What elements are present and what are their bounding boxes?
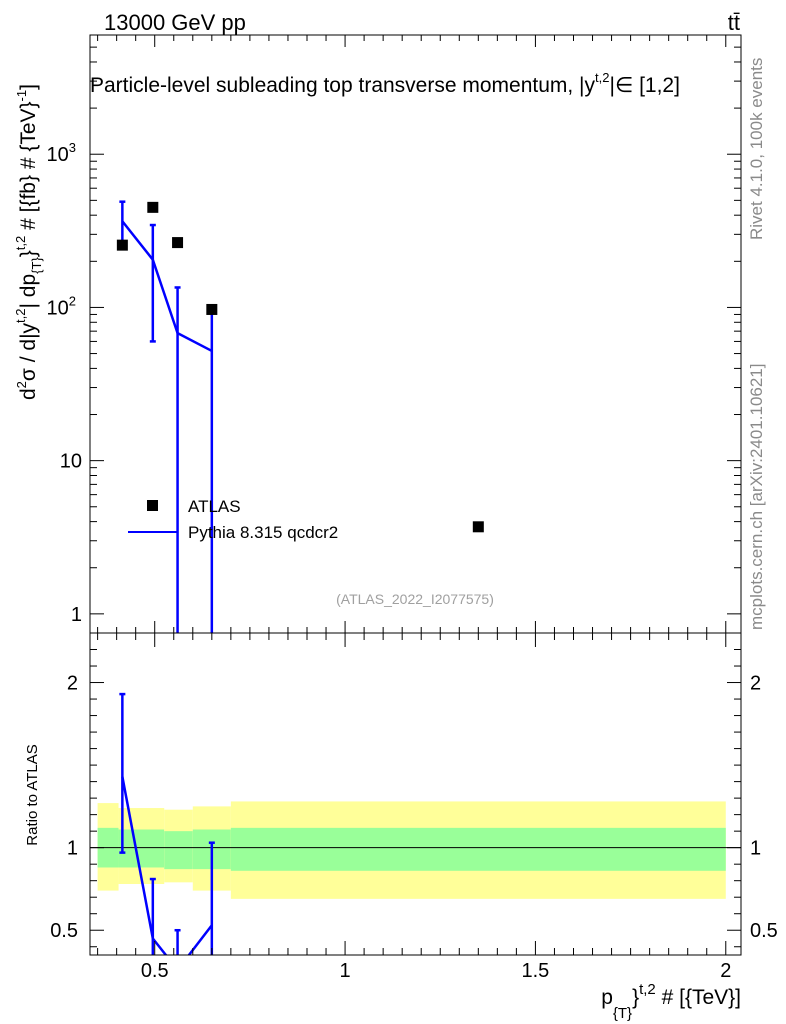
ylabel-j: -1	[14, 90, 29, 102]
legend-atlas-label: ATLAS	[188, 497, 241, 516]
ylabel-e: | dp	[17, 274, 40, 309]
ratio-stat-uncertainty-band	[230, 827, 726, 871]
xlabel-e: # [{TeV}]	[656, 986, 741, 1009]
ratio-x-tick-label: 1	[340, 960, 351, 982]
ratio-bands	[97, 801, 726, 899]
ratio-y-tick-label-left: 0.5	[50, 920, 78, 942]
ylabel-k: ]	[17, 84, 40, 90]
ratio-y-tick-label-right: 1	[750, 838, 761, 860]
ratio-stat-uncertainty-band	[164, 831, 193, 870]
ratio-y-tick-label-left: 2	[67, 673, 78, 695]
ratio-x-tick-label: 2	[720, 960, 731, 982]
main-y-tick-label-base: 10	[47, 144, 69, 166]
ratio-x-tick-label: 1.5	[522, 960, 550, 982]
xlabel-b: {T}	[613, 1005, 632, 1022]
main-y-tick-label-base: 1	[71, 604, 82, 626]
atlas-data-point	[172, 237, 184, 249]
main-y-tick-label: 1	[71, 604, 82, 626]
ratio-y-tick-label-left: 1	[67, 838, 78, 860]
main-y-tick-label: 102	[47, 293, 76, 319]
title-sup: t,2	[595, 70, 609, 85]
ratio-stat-uncertainty-band	[118, 829, 165, 868]
ylabel-d: t,2	[13, 309, 28, 323]
ratio-x-tick-labels: 0.5 1 1.5 2	[141, 960, 732, 982]
ratio-frame	[89, 632, 742, 956]
ratio-panel: 0.5 0.5 1 1 2 2 0.5 1 1.5 2 Ratio to ATLAS p{T}}…	[24, 632, 778, 1022]
ratio-ticks	[90, 633, 741, 955]
rivet-label: Rivet 4.1.0, 100k events	[747, 58, 766, 240]
title-rest: |∈ [1,2]	[609, 74, 679, 97]
main-title: Particle-level subleading top transverse…	[90, 70, 680, 97]
ratio-x-tick-label: 0.5	[141, 960, 169, 982]
atlas-data-point	[472, 521, 484, 533]
ratio-y-tick-label-right: 0.5	[750, 920, 778, 942]
ylabel-a: d	[17, 388, 40, 400]
main-y-tick-label-exponent: 3	[69, 140, 76, 155]
main-ticks	[90, 34, 741, 633]
pythia-line	[121, 220, 213, 353]
energy-label: 13000 GeV pp	[104, 10, 246, 35]
ratio-pythia-line	[121, 776, 213, 955]
main-y-tick-label: 103	[47, 140, 76, 166]
ylabel-c: σ / d|y	[17, 322, 40, 381]
ratio-y-tick-labels: 0.5 0.5 1 1 2 2	[50, 673, 778, 943]
main-y-tick-label-exponent: 2	[69, 293, 76, 308]
legend-pythia-label: Pythia 8.315 qcdcr2	[188, 523, 338, 542]
ratio-series	[119, 692, 215, 955]
mcplots-label: mcplots.cern.ch [arXiv:2401.10621]	[747, 364, 766, 630]
main-y-tick-label-base: 10	[60, 451, 82, 473]
atlas-data-point	[116, 239, 128, 251]
ratio-y-tick-label-right: 2	[750, 673, 761, 695]
title-main: Particle-level subleading top transverse…	[90, 74, 585, 97]
atlas-data-point	[147, 201, 159, 213]
xlabel-a: p	[601, 986, 613, 1009]
ratio-y-axis-label: Ratio to ATLAS	[24, 744, 41, 845]
title-ysym: y	[585, 74, 596, 97]
xlabel-c: }	[632, 986, 639, 1009]
legend: ATLAS Pythia 8.315 qcdcr2	[128, 497, 338, 542]
ylabel-h: t,2	[13, 236, 28, 250]
x-axis-label: p{T}}t,2 # [{TeV}]	[601, 981, 741, 1022]
atlas-data-point	[206, 303, 218, 315]
ylabel-f: {T}	[29, 257, 44, 274]
main-series	[116, 200, 484, 633]
process-label: tt̄	[728, 10, 740, 35]
analysis-watermark: (ATLAS_2022_I2077575)	[336, 591, 494, 607]
main-y-tick-label: 10	[60, 451, 82, 473]
ylabel-g: }	[17, 250, 40, 257]
ylabel-b: 2	[14, 381, 29, 388]
legend-atlas-marker	[147, 500, 158, 511]
main-y-tick-label-base: 10	[47, 297, 69, 319]
ylabel-i: # [{fb} # {TeV}	[17, 101, 40, 235]
main-y-axis-label: d2σ / d|yt,2| dp{T}}t,2 # [{fb} # {TeV}-…	[13, 84, 44, 400]
main-frame	[89, 34, 742, 634]
xlabel-d: t,2	[639, 981, 656, 998]
